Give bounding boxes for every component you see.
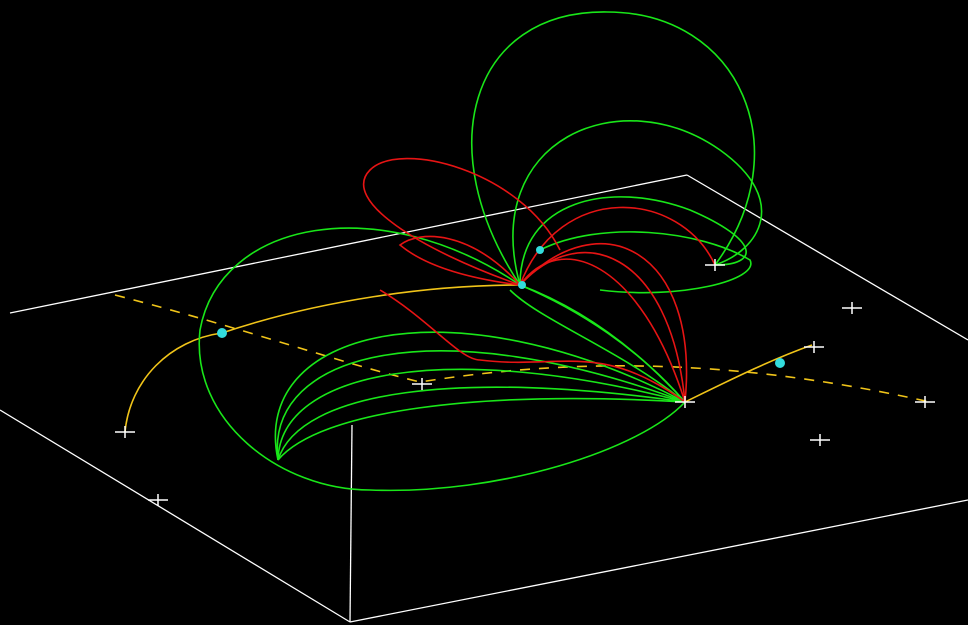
source-marker <box>705 259 725 271</box>
source-marker <box>675 396 695 408</box>
separator-line <box>684 344 813 403</box>
field-line <box>277 386 686 461</box>
null-point <box>518 281 526 289</box>
field-line <box>277 397 686 461</box>
field-line <box>519 243 688 403</box>
field-line <box>519 258 686 403</box>
field-line <box>512 119 763 286</box>
green-field-lines <box>198 11 763 492</box>
source-marker <box>915 396 935 408</box>
source-marker <box>810 434 830 446</box>
source-marker <box>115 426 135 438</box>
source-marker <box>412 378 432 390</box>
field-line <box>398 235 521 286</box>
box-edge <box>686 174 968 341</box>
field-line <box>539 231 752 294</box>
source-marker <box>804 341 824 353</box>
box-edge <box>0 409 351 623</box>
field-line <box>362 157 561 286</box>
separator-line <box>124 284 521 433</box>
null-points <box>217 246 785 368</box>
source-marker <box>842 302 862 314</box>
field-line <box>471 11 756 286</box>
neutral-lines <box>114 284 931 433</box>
null-point <box>217 328 227 338</box>
box-edge <box>349 424 353 623</box>
dashed-line <box>114 294 931 403</box>
field-line <box>198 227 686 492</box>
field-line <box>277 368 686 461</box>
field-line <box>276 350 686 461</box>
null-point <box>536 246 544 254</box>
null-point <box>775 358 785 368</box>
source-markers <box>115 259 935 506</box>
field-line <box>379 289 686 403</box>
source-marker <box>148 494 168 506</box>
field-line <box>274 331 686 461</box>
box-edge <box>349 499 968 623</box>
bounding-box <box>0 174 968 623</box>
box-edge <box>9 174 688 314</box>
field-line <box>509 284 686 403</box>
